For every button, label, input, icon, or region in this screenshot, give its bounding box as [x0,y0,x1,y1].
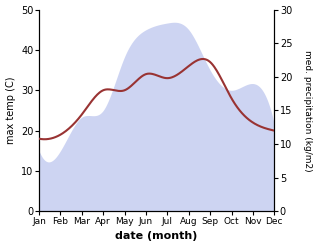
X-axis label: date (month): date (month) [115,231,198,242]
Y-axis label: med. precipitation (kg/m2): med. precipitation (kg/m2) [303,50,313,171]
Y-axis label: max temp (C): max temp (C) [5,77,16,144]
